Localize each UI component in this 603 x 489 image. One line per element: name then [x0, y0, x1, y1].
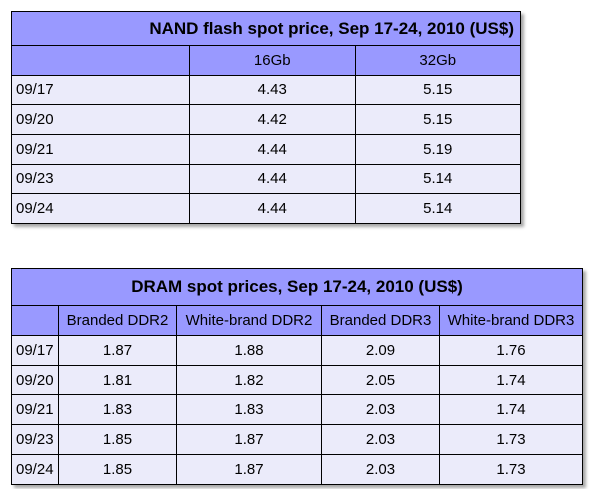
dram-header-branded-ddr2: Branded DDR2	[58, 305, 177, 336]
nand-table-row: 09/24 4.44 5.14	[11, 193, 521, 224]
dram-row-date: 09/23	[11, 424, 59, 456]
dram-price-table-container: DRAM spot prices, Sep 17-24, 2010 (US$) …	[11, 268, 583, 485]
nand-price-cell: 4.44	[189, 193, 356, 224]
nand-table-row: 09/23 4.44 5.14	[11, 163, 521, 195]
nand-price-cell: 4.43	[189, 74, 356, 106]
dram-row-date: 09/21	[11, 394, 59, 426]
dram-price-cell: 2.09	[321, 334, 440, 366]
dram-price-cell: 1.88	[176, 334, 322, 366]
nand-header-16gb: 16Gb	[189, 45, 356, 76]
nand-header-32gb: 32Gb	[354, 45, 521, 76]
nand-table-row: 09/17 4.43 5.15	[11, 74, 521, 106]
dram-price-cell: 1.74	[439, 364, 583, 396]
dram-price-table: DRAM spot prices, Sep 17-24, 2010 (US$) …	[11, 268, 583, 485]
dram-header-corner	[11, 305, 59, 336]
dram-price-cell: 1.74	[439, 394, 583, 426]
dram-table-row: 09/17 1.87 1.88 2.09 1.76	[11, 334, 583, 366]
dram-row-date: 09/17	[11, 334, 59, 366]
dram-price-cell: 1.83	[176, 394, 322, 426]
dram-price-cell: 2.03	[321, 454, 440, 485]
dram-header-whitebrand-ddr3: White-brand DDR3	[439, 305, 583, 336]
nand-price-cell: 5.15	[354, 74, 521, 106]
dram-price-cell: 1.82	[176, 364, 322, 396]
nand-row-date: 09/21	[11, 133, 190, 165]
dram-table-row: 09/24 1.85 1.87 2.03 1.73	[11, 454, 583, 485]
dram-price-cell: 1.76	[439, 334, 583, 366]
dram-price-cell: 1.83	[58, 394, 177, 426]
nand-price-cell: 4.44	[189, 163, 356, 195]
dram-header-whitebrand-ddr2: White-brand DDR2	[176, 305, 322, 336]
nand-row-date: 09/20	[11, 104, 190, 135]
nand-price-table-container: NAND flash spot price, Sep 17-24, 2010 (…	[11, 11, 521, 224]
nand-price-cell: 5.14	[354, 193, 521, 224]
nand-table-title: NAND flash spot price, Sep 17-24, 2010 (…	[11, 11, 521, 46]
nand-row-date: 09/17	[11, 74, 190, 106]
dram-header-branded-ddr3: Branded DDR3	[321, 305, 440, 336]
nand-price-cell: 5.15	[354, 104, 521, 135]
dram-price-cell: 1.85	[58, 424, 177, 456]
nand-row-date: 09/23	[11, 163, 190, 195]
dram-price-cell: 2.03	[321, 394, 440, 426]
nand-header-corner	[11, 45, 190, 76]
dram-price-cell: 1.87	[176, 424, 322, 456]
dram-price-cell: 2.05	[321, 364, 440, 396]
dram-price-cell: 1.81	[58, 364, 177, 396]
nand-row-date: 09/24	[11, 193, 190, 224]
dram-row-date: 09/24	[11, 454, 59, 485]
dram-row-date: 09/20	[11, 364, 59, 396]
nand-price-table: NAND flash spot price, Sep 17-24, 2010 (…	[11, 11, 521, 224]
dram-price-cell: 1.87	[58, 334, 177, 366]
dram-price-cell: 1.73	[439, 454, 583, 485]
dram-price-cell: 1.87	[176, 454, 322, 485]
dram-table-title: DRAM spot prices, Sep 17-24, 2010 (US$)	[11, 268, 583, 306]
dram-table-row: 09/20 1.81 1.82 2.05 1.74	[11, 364, 583, 396]
nand-price-cell: 5.19	[354, 133, 521, 165]
dram-table-row: 09/21 1.83 1.83 2.03 1.74	[11, 394, 583, 426]
nand-table-row: 09/20 4.42 5.15	[11, 104, 521, 135]
nand-price-cell: 4.42	[189, 104, 356, 135]
dram-table-row: 09/23 1.85 1.87 2.03 1.73	[11, 424, 583, 456]
dram-price-cell: 2.03	[321, 424, 440, 456]
nand-price-cell: 4.44	[189, 133, 356, 165]
nand-price-cell: 5.14	[354, 163, 521, 195]
nand-table-row: 09/21 4.44 5.19	[11, 133, 521, 165]
dram-price-cell: 1.73	[439, 424, 583, 456]
dram-price-cell: 1.85	[58, 454, 177, 485]
